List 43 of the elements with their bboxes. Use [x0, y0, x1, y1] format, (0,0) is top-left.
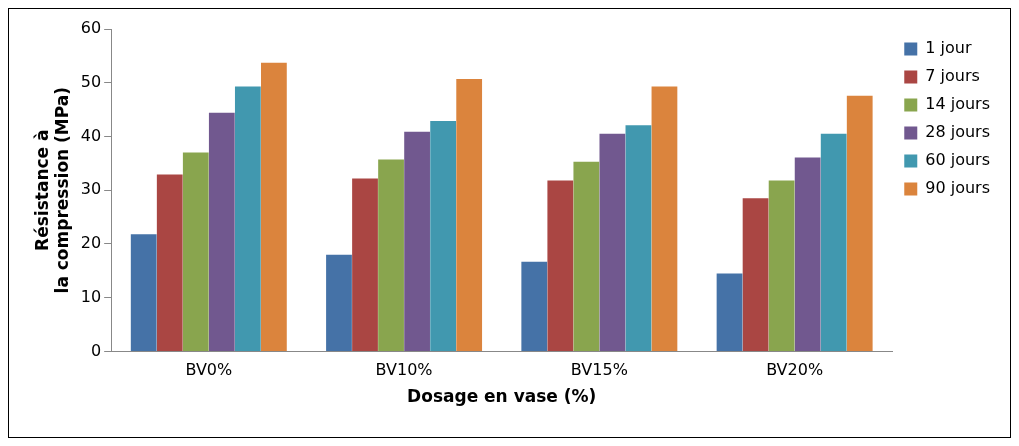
y-tick-label: 50 [80, 71, 102, 91]
bar [742, 198, 769, 351]
legend-label: 60 jours [925, 150, 990, 170]
y-tick-label: 40 [80, 125, 102, 145]
x-tick-label: BV15% [570, 360, 628, 380]
bar [326, 254, 352, 351]
legend-label: 7 jours [925, 66, 980, 86]
y-tick-label: 10 [80, 286, 102, 306]
legend-label: 14 jours [925, 94, 990, 114]
y-tick-label: 30 [80, 179, 102, 199]
y-axis-title: Résistance à la compression (MPa) [31, 86, 73, 294]
bar [768, 180, 795, 351]
bar [130, 234, 157, 351]
x-axis-title: Dosage en vase (%) [407, 386, 597, 407]
x-tick-label: BV20% [766, 360, 824, 380]
x-tick-label: BV10% [375, 360, 433, 380]
bar [430, 120, 457, 351]
bar [625, 125, 652, 351]
bar [456, 78, 483, 351]
bar [156, 174, 183, 351]
bar [234, 86, 261, 351]
bar [573, 161, 600, 351]
bar [820, 133, 847, 351]
bar [547, 180, 574, 351]
bar [794, 157, 821, 351]
bar [352, 178, 378, 351]
y-tick-label: 0 [90, 340, 102, 360]
bar [182, 152, 209, 351]
bar [208, 112, 235, 351]
legend-label: 90 jours [925, 178, 990, 198]
legend-label: 28 jours [925, 122, 990, 142]
bar [599, 133, 626, 351]
y-tick-label: 60 [80, 18, 102, 38]
bar [261, 62, 287, 351]
bar [404, 131, 430, 351]
legend-label: 1 jour [925, 38, 972, 58]
bar [651, 86, 678, 351]
bar [846, 95, 873, 351]
bar [378, 159, 404, 351]
bar [521, 261, 548, 351]
x-tick-label: BV0% [185, 360, 233, 380]
y-tick-label: 20 [80, 233, 102, 253]
bar [716, 273, 743, 351]
